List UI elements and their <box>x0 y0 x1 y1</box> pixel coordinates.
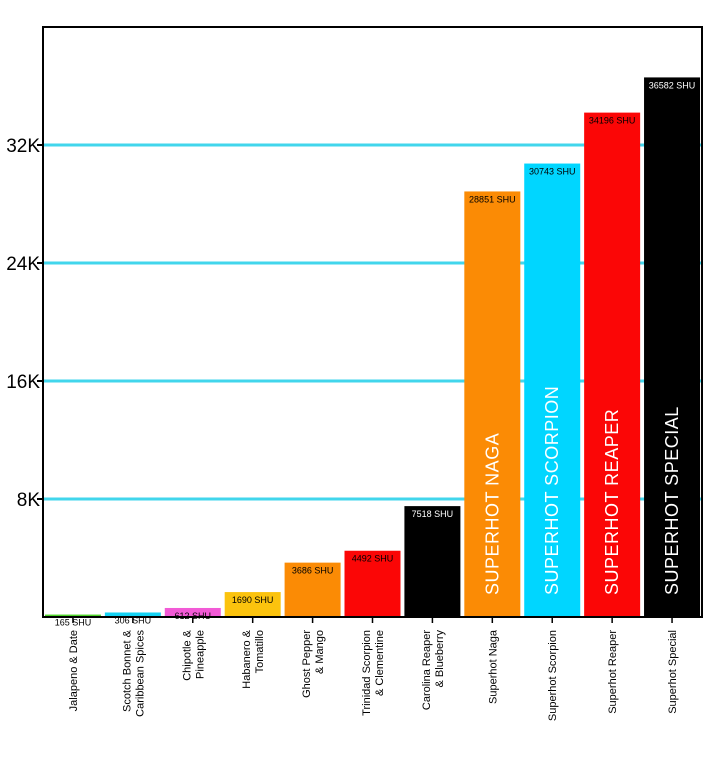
data-label: 34196 SHU <box>589 116 636 126</box>
x-tick-label-line: Caribbean Spices <box>134 630 146 717</box>
data-label: 612 SHU <box>175 611 212 621</box>
data-label: 36582 SHU <box>649 80 696 90</box>
x-tick-label-line: Habanero & <box>241 629 253 688</box>
x-tick-label: Superhot Scorpion <box>547 630 559 721</box>
data-label: 306 SHU <box>115 615 152 625</box>
x-tick-label-line: Tomatillo <box>254 630 266 673</box>
x-tick-label: Superhot Naga <box>487 629 499 704</box>
bar <box>584 112 641 617</box>
bar <box>284 562 341 617</box>
bar <box>44 614 101 617</box>
data-label: 3686 SHU <box>292 566 334 576</box>
x-tick-label-line: Ghost Pepper <box>301 630 313 698</box>
bar-inner-label: SUPERHOT SCORPION <box>542 386 562 595</box>
x-tick-label: Ghost Pepper& Mango <box>301 630 326 698</box>
x-tick-label: Chipotle &Pineapple <box>181 629 206 680</box>
data-label: 4492 SHU <box>352 554 394 564</box>
x-tick-label-line: Jalapeno & Date <box>68 630 80 711</box>
plot-frame <box>42 26 703 618</box>
bar-inner-label: SUPERHOT NAGA <box>482 433 502 595</box>
bar <box>344 550 401 617</box>
x-tick-label-line: Trinidad Scorpion <box>361 630 373 716</box>
x-tick-label: Carolina Reaper& Blueberry <box>421 630 446 711</box>
x-tick-label-line: & Clementine <box>374 630 386 696</box>
x-tick-label: Trinidad Scorpion& Clementine <box>361 630 386 716</box>
x-tick-label: Habanero &Tomatillo <box>241 629 266 688</box>
bar <box>524 163 581 617</box>
x-tick-label-line: Superhot Scorpion <box>547 630 559 721</box>
y-tick-label: 16K <box>6 372 40 393</box>
x-tick-label: Scotch Bonnet &Caribbean Spices <box>121 629 146 716</box>
x-tick-label-line: Superhot Special <box>667 630 679 714</box>
data-label: 7518 SHU <box>412 509 454 519</box>
x-tick-label: Jalapeno & Date <box>68 630 80 711</box>
x-tick-label-line: Superhot Naga <box>487 629 499 704</box>
x-tick-label: Superhot Reaper <box>607 630 619 714</box>
bar-inner-label: SUPERHOT REAPER <box>602 409 622 595</box>
bar <box>104 612 161 617</box>
bar <box>464 191 521 617</box>
x-tick-label-line: Superhot Reaper <box>607 630 619 714</box>
x-tick-label-line: Chipotle & <box>181 629 193 680</box>
y-tick-label: 32K <box>6 136 40 157</box>
data-label: 30743 SHU <box>529 167 576 177</box>
x-tick-label-line: Carolina Reaper <box>421 630 433 710</box>
bar <box>644 77 701 617</box>
bar <box>404 506 461 617</box>
x-tick-label: Superhot Special <box>667 630 679 714</box>
data-label: 28851 SHU <box>469 194 516 204</box>
x-tick-label-line: & Blueberry <box>434 630 446 688</box>
data-label: 165 SHU <box>55 618 92 628</box>
bar <box>164 607 221 617</box>
y-tick-label: 24K <box>6 254 40 275</box>
data-label: 1690 SHU <box>232 595 274 605</box>
x-tick-label-line: Pineapple <box>194 630 206 679</box>
bar <box>224 592 281 617</box>
x-tick-label-line: & Mango <box>314 630 326 674</box>
bar-inner-label: SUPERHOT SPECIAL <box>662 406 682 595</box>
y-tick-label: 8K <box>17 490 41 511</box>
x-tick-label-line: Scotch Bonnet & <box>121 629 133 712</box>
